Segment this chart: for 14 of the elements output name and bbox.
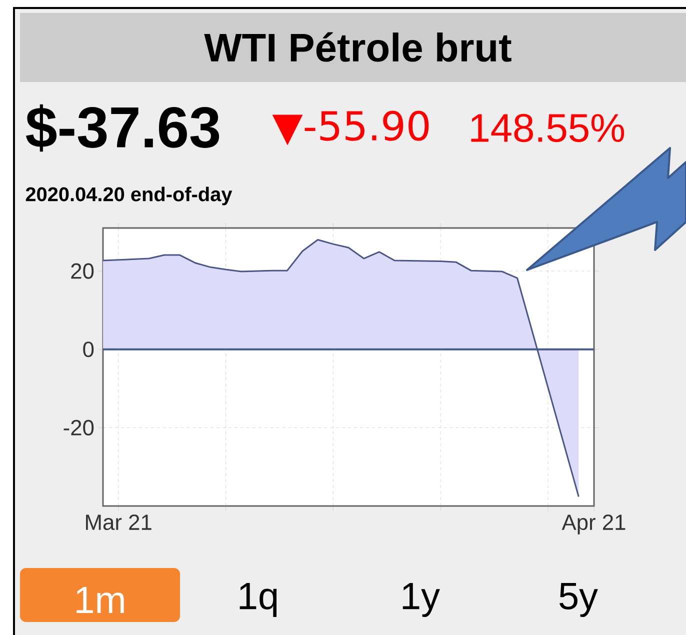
text: 1y: [402, 583, 440, 617]
x-tick-label: Apr 21: [562, 514, 626, 534]
text: 148.55%: [471, 114, 624, 142]
y-tick-label: -20: [64, 420, 94, 436]
x-tick-label: Mar 21: [86, 514, 152, 530]
text: 2020.04.20 end-of-day: [26, 186, 232, 206]
text: $-37.63: [26, 104, 220, 152]
y-tick-label: 0: [83, 342, 94, 358]
text: ▼-55.90: [272, 110, 429, 146]
y-tick-label: 20: [71, 263, 94, 279]
text: 1q: [240, 583, 277, 617]
chart-title: WTI Pétrole brut: [204, 32, 512, 62]
text: 1m: [76, 586, 124, 614]
text: 5y: [560, 583, 598, 617]
